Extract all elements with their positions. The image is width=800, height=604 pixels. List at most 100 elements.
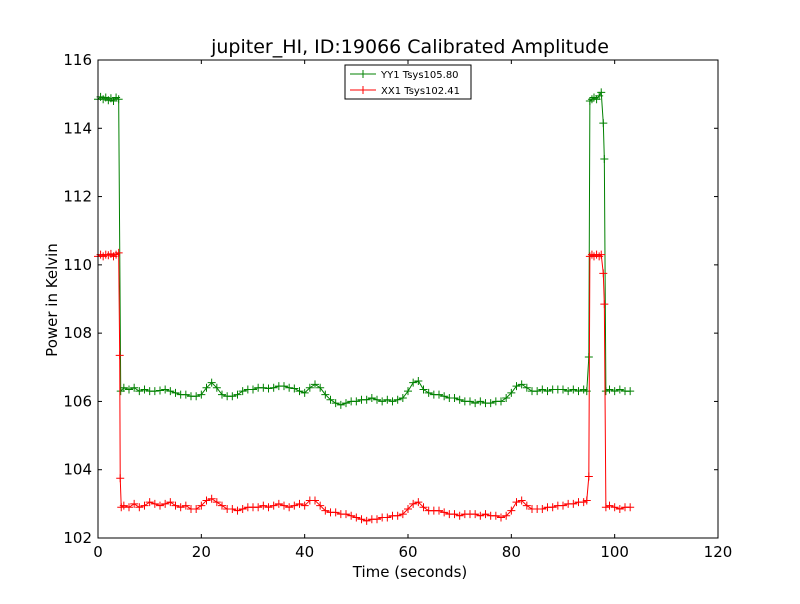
data-point-xx1	[548, 503, 557, 512]
series-line-xx1	[97, 251, 631, 522]
data-point-xx1	[601, 503, 610, 512]
data-point-yy1	[135, 387, 144, 396]
data-point-xx1	[419, 503, 428, 512]
data-point-yy1	[585, 96, 594, 105]
data-point-xx1	[295, 499, 304, 508]
data-point-xx1	[600, 300, 609, 309]
data-point-xx1	[597, 250, 606, 259]
data-point-xx1	[238, 504, 247, 513]
data-point-xx1	[116, 474, 125, 483]
legend-marker-xx1	[359, 86, 367, 94]
data-point-yy1	[466, 397, 474, 406]
data-point-xx1	[512, 498, 521, 507]
data-point-yy1	[471, 399, 480, 408]
data-point-xx1	[218, 501, 226, 510]
data-point-yy1	[533, 387, 542, 396]
data-point-xx1	[626, 503, 635, 512]
data-point-xx1	[414, 498, 423, 507]
data-point-xx1	[595, 252, 604, 261]
series-layer	[94, 88, 635, 525]
data-point-xx1	[481, 510, 490, 519]
data-point-xx1	[404, 504, 412, 513]
data-point-xx1	[280, 501, 288, 510]
data-point-yy1	[455, 395, 464, 404]
data-point-yy1	[197, 390, 206, 399]
data-point-yy1	[326, 395, 335, 404]
data-point-yy1	[269, 383, 278, 392]
data-point-yy1	[125, 385, 133, 394]
data-point-xx1	[497, 513, 505, 522]
data-point-yy1	[238, 387, 247, 396]
y-axis-ticks: 102 104 106 108 110 112 114 116	[63, 51, 718, 547]
data-point-xx1	[559, 501, 567, 510]
data-point-yy1	[424, 388, 433, 397]
data-point-yy1	[212, 383, 221, 392]
data-point-yy1	[440, 392, 449, 401]
data-point-yy1	[192, 392, 201, 401]
data-point-xx1	[176, 503, 185, 512]
data-point-yy1	[502, 394, 511, 403]
x-tick-label: 20	[192, 543, 211, 561]
data-point-xx1	[145, 498, 154, 507]
data-point-xx1	[476, 511, 485, 520]
data-point-xx1	[202, 496, 211, 505]
data-point-xx1	[615, 504, 624, 513]
data-point-yy1	[352, 397, 361, 406]
data-point-xx1	[290, 501, 299, 510]
data-point-yy1	[450, 394, 459, 403]
data-point-yy1	[393, 395, 402, 404]
data-point-yy1	[584, 353, 593, 362]
data-point-xx1	[119, 501, 128, 510]
x-tick-label: 0	[93, 543, 103, 561]
y-tick-label: 116	[63, 51, 92, 69]
data-point-xx1	[212, 498, 221, 507]
data-point-xx1	[269, 501, 278, 510]
data-point-yy1	[367, 394, 376, 403]
data-point-xx1	[140, 501, 149, 510]
data-point-xx1	[582, 496, 591, 505]
x-axis-label: Time (seconds)	[352, 563, 468, 581]
data-point-xx1	[507, 506, 516, 515]
data-point-yy1	[362, 395, 371, 404]
y-axis-label: Power in Kelvin	[43, 243, 61, 357]
data-point-xx1	[383, 513, 392, 522]
legend-marker-yy1	[359, 70, 367, 78]
data-point-yy1	[378, 397, 387, 406]
data-point-yy1	[321, 390, 330, 399]
legend-box	[344, 64, 472, 100]
data-point-yy1	[202, 383, 211, 392]
data-point-yy1	[280, 382, 288, 391]
data-point-yy1	[166, 387, 175, 396]
data-point-xx1	[584, 472, 593, 481]
series-xx1	[94, 248, 635, 525]
data-point-yy1	[285, 383, 294, 392]
data-point-xx1	[228, 504, 237, 513]
data-point-yy1	[295, 387, 304, 396]
data-point-xx1	[455, 511, 464, 520]
data-point-yy1	[507, 388, 516, 397]
x-tick-label: 60	[398, 543, 417, 561]
data-point-yy1	[414, 376, 423, 385]
data-point-yy1	[605, 385, 614, 394]
data-point-yy1	[336, 400, 345, 409]
data-point-xx1	[311, 496, 319, 505]
data-point-xx1	[471, 510, 480, 519]
data-point-xx1	[156, 501, 164, 510]
data-point-xx1	[254, 503, 263, 512]
legend-label-xx1: XX1 Tsys102.41	[381, 86, 460, 97]
data-point-xx1	[274, 499, 283, 508]
data-point-yy1	[610, 387, 619, 396]
data-point-yy1	[476, 397, 485, 406]
data-point-xx1	[207, 494, 216, 503]
data-point-yy1	[316, 383, 325, 392]
data-point-xx1	[409, 499, 418, 508]
data-point-yy1	[601, 387, 610, 396]
data-point-yy1	[218, 390, 226, 399]
data-point-xx1	[321, 506, 330, 515]
data-point-yy1	[300, 388, 309, 397]
data-point-xx1	[166, 498, 175, 507]
data-point-xx1	[502, 511, 511, 520]
data-point-xx1	[161, 499, 170, 508]
data-point-yy1	[597, 88, 606, 97]
